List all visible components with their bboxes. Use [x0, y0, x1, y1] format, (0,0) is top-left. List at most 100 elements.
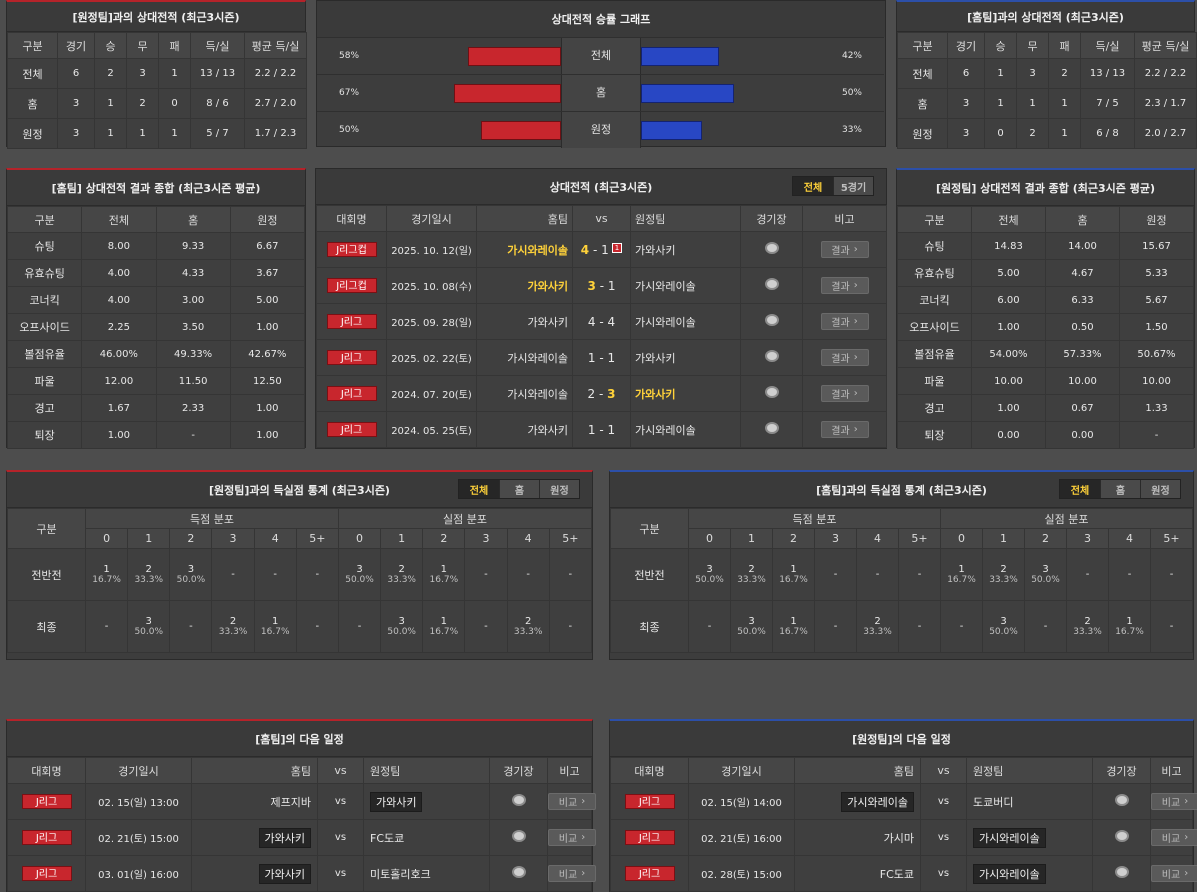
chevron-right-icon: › — [581, 868, 586, 879]
tab-away[interactable]: 원정 — [1140, 480, 1180, 498]
count-value: 1 — [1126, 615, 1133, 627]
right-percent: 42% — [841, 51, 862, 61]
goal-count-header: 3 — [814, 528, 857, 549]
tab-home[interactable]: 홈 — [1100, 480, 1140, 498]
cell-value: 12.00 — [81, 367, 157, 395]
away-team-cell: 가와사키 — [630, 339, 741, 376]
cell-value: 2.7 / 2.0 — [244, 88, 307, 119]
home-score: 3 — [587, 278, 596, 293]
cell-value: 2 — [1016, 118, 1049, 149]
venue-cell — [740, 267, 803, 304]
stat-cell: - — [856, 548, 899, 601]
away-summary-title: [원정팀] 상대전적 결과 종합 (최근3시즌 평균) — [897, 170, 1194, 206]
cell-value: 4.00 — [81, 259, 157, 287]
result-button[interactable]: 결과 › — [820, 241, 869, 258]
home-team: 가와사키 — [258, 827, 311, 848]
tab-all[interactable]: 전체 — [459, 480, 499, 498]
cell-value: 8.00 — [81, 232, 157, 260]
count-value: - — [568, 621, 573, 632]
result-button[interactable]: 결과 › — [820, 421, 869, 438]
goal-stats-home-table: 구분 득점 분포 실점 분포 0 1 2 3 4 5+ 0 1 2 3 4 5+ 전반전 3 50.0% 2 33.3… — [610, 508, 1193, 653]
competition-badge: J리그 — [326, 422, 377, 437]
score-cell: 4 - 4 — [572, 303, 631, 340]
result-button[interactable]: 결과 › — [820, 313, 869, 330]
tab-5-games[interactable]: 5경기 — [833, 177, 873, 195]
compare-button[interactable]: 비교 › — [1151, 829, 1197, 846]
cell-value: 5.33 — [1119, 259, 1194, 287]
col-header: 무 — [126, 32, 159, 59]
tab-all[interactable]: 전체 — [793, 177, 833, 195]
col-header: 구분 — [897, 206, 972, 233]
goal-count-header: 4 — [253, 528, 297, 549]
compare-button[interactable]: 비교 › — [548, 793, 596, 810]
row-label: 최종 — [610, 600, 689, 653]
row-label: 퇴장 — [6, 421, 83, 449]
result-button[interactable]: 결과 › — [820, 349, 869, 366]
tab-home[interactable]: 홈 — [499, 480, 539, 498]
note-cell: 비교 › — [1150, 819, 1197, 856]
row-label: 슈팅 — [897, 232, 972, 260]
cell-value: 0 — [984, 118, 1017, 149]
stadium-icon — [1114, 830, 1129, 842]
score-cell: 1 - 1 — [572, 411, 631, 448]
cell-value: 1.7 / 2.3 — [244, 118, 307, 149]
col-comp: 대회명 — [7, 757, 86, 784]
cell-value: 10.00 — [1119, 367, 1194, 395]
count-value: 1 — [440, 615, 448, 627]
stat-cell: - — [464, 548, 508, 601]
stat-cell: - — [464, 600, 508, 653]
percent-value: 16.7% — [1115, 626, 1144, 637]
tab-away[interactable]: 원정 — [539, 480, 579, 498]
cell-value: 14.83 — [971, 232, 1046, 260]
graph-row-label: 전체 — [561, 38, 641, 74]
cell-value: 4.67 — [1045, 259, 1120, 287]
count-value: - — [315, 569, 320, 580]
stat-cell: 3 50.0% — [982, 600, 1025, 653]
goal-count-header: 1 — [127, 528, 171, 549]
away-team: 가시와레이솔 — [973, 827, 1046, 848]
cell-value: 3 — [57, 88, 95, 119]
table-row: 최종 -3 50.0% -2 33.3% 1 16.7% - -3 50.0% 1 16.7% -2 33… — [7, 600, 593, 653]
col-date: 경기일시 — [386, 205, 477, 232]
cell-value: 6.00 — [971, 286, 1046, 314]
cell-value: 13 / 13 — [190, 58, 245, 89]
match-date: 2025. 09. 28(일) — [386, 303, 477, 340]
col-header: 원정 — [229, 206, 306, 233]
tab-all[interactable]: 전체 — [1060, 480, 1100, 498]
count-value: 3 — [1000, 615, 1007, 627]
compare-button[interactable]: 비교 › — [1151, 865, 1197, 882]
stat-cell: - — [169, 600, 213, 653]
stat-cell: - — [295, 600, 339, 653]
goal-stats-home-title-text: [홈팀]과의 득실점 통계 (최근3시즌) — [816, 483, 987, 497]
stat-cell: 1 16.7% — [772, 548, 815, 601]
col-note: 비고 — [802, 205, 887, 232]
percent-value: 50.0% — [134, 626, 164, 637]
goal-count-header: 3 — [1066, 528, 1109, 549]
away-score: 1 — [607, 278, 616, 293]
cell-value: 3 — [126, 58, 159, 89]
away-team: 가시와레이솔 — [635, 279, 696, 293]
cell-value: 6.33 — [1045, 286, 1120, 314]
venue-cell — [1092, 783, 1151, 820]
count-value: - — [189, 621, 193, 632]
count-value: 2 — [1000, 563, 1007, 575]
compare-button[interactable]: 비교 › — [548, 829, 596, 846]
score-cell: 3 - 1 — [572, 267, 631, 304]
cell-value: 1 — [984, 58, 1017, 89]
compare-button[interactable]: 비교 › — [548, 865, 596, 882]
chevron-right-icon: › — [853, 388, 858, 399]
row-label: 코너킥 — [6, 286, 83, 314]
home-next-panel: [홈팀]의 다음 일정 대회명 경기일시 홈팀 vs 원정팀 경기장 비고 J리그 02. 15… — [6, 719, 596, 892]
table-row: 코너킥 4.00 3.00 5.00 — [6, 286, 306, 314]
table-row: 전반전 1 16.7% 2 33.3% 3 50.0% - - -3 50.0% 2 33.3% 1 16.… — [7, 548, 593, 601]
home-team-cell: 가시와레이솔 — [476, 231, 573, 268]
home-score: 1 — [587, 422, 596, 437]
goal-count-header: 2 — [1024, 528, 1067, 549]
venue-cell — [1092, 819, 1151, 856]
home-team: 가와사키 — [527, 315, 568, 329]
result-button[interactable]: 결과 › — [820, 385, 869, 402]
result-button[interactable]: 결과 › — [820, 277, 869, 294]
stat-cell: 1 16.7% — [84, 548, 129, 601]
count-value: - — [484, 569, 488, 580]
compare-button[interactable]: 비교 › — [1151, 793, 1197, 810]
